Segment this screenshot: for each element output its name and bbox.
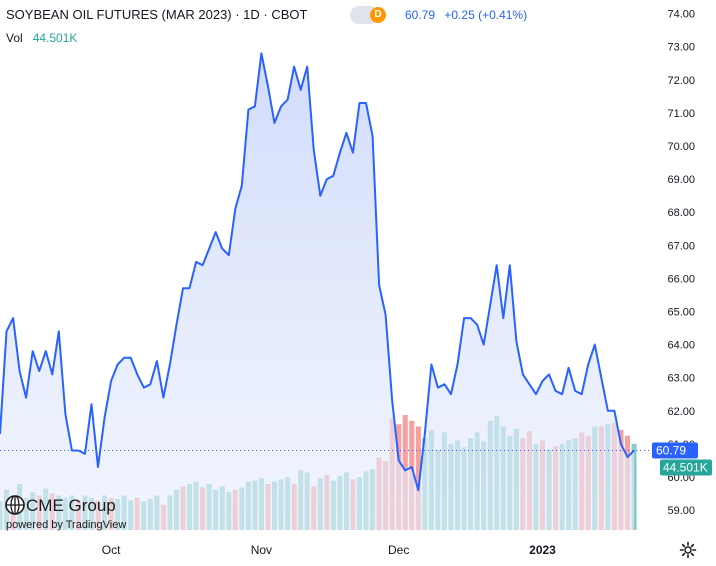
x-axis[interactable]: Oct Nov Dec 2023	[102, 543, 556, 557]
y-tick-label: 70.00	[667, 141, 695, 153]
y-tick-label: 64.00	[667, 340, 695, 352]
y-tick-label: 74.00	[667, 9, 695, 21]
x-tick-label: Oct	[102, 543, 121, 557]
y-tick-label: 69.00	[667, 174, 695, 186]
y-tick-label: 72.00	[667, 75, 695, 87]
y-tick-label: 59.00	[667, 505, 695, 517]
y-tick-label: 66.00	[667, 273, 695, 285]
x-tick-label: Dec	[388, 543, 409, 557]
volume-value: 44.501K	[663, 461, 708, 475]
x-tick-label: 2023	[529, 543, 556, 557]
volume-bar	[415, 426, 421, 530]
x-tick-label: Nov	[251, 543, 272, 557]
y-tick-label: 73.00	[667, 42, 695, 54]
delayed-badge: D	[370, 7, 386, 23]
y-tick-label: 71.00	[667, 108, 695, 120]
y-tick-label: 62.00	[667, 406, 695, 418]
y-axis[interactable]: 59.0060.0061.0062.0063.0064.0065.0066.00…	[667, 9, 695, 517]
last-price-value: 60.79	[656, 444, 686, 458]
volume-value-label: 44.501K	[660, 459, 712, 476]
price-change: +0.25 (+0.41%)	[444, 8, 528, 22]
y-tick-label: 65.00	[667, 307, 695, 319]
powered-by-text: powered by TradingView	[6, 519, 126, 531]
cme-logo[interactable]: CME Group powered by TradingView	[4, 494, 144, 532]
volume-value-text: 44.501K	[32, 31, 78, 45]
price-readout: 60.79 +0.25 (+0.41%)	[405, 8, 527, 22]
symbol-title[interactable]: SOYBEAN OIL FUTURES (MAR 2023) · 1D · CB…	[6, 7, 308, 22]
y-tick-label: 68.00	[667, 207, 695, 219]
last-price-label: 60.79	[652, 442, 698, 459]
volume-label: Vol	[6, 31, 23, 45]
settings-gear-icon[interactable]	[679, 541, 697, 559]
y-tick-label: 67.00	[667, 240, 695, 252]
cme-globe-icon	[5, 495, 25, 515]
status-badges: D	[350, 6, 388, 24]
cme-logo-text: CME Group	[26, 496, 116, 515]
y-tick-label: 63.00	[667, 373, 695, 385]
last-price: 60.79	[405, 8, 436, 22]
volume-bar	[631, 443, 637, 531]
volume-legend: Vol 44.501K	[6, 31, 77, 45]
price-area-fill	[0, 53, 634, 531]
price-line	[0, 52, 635, 492]
